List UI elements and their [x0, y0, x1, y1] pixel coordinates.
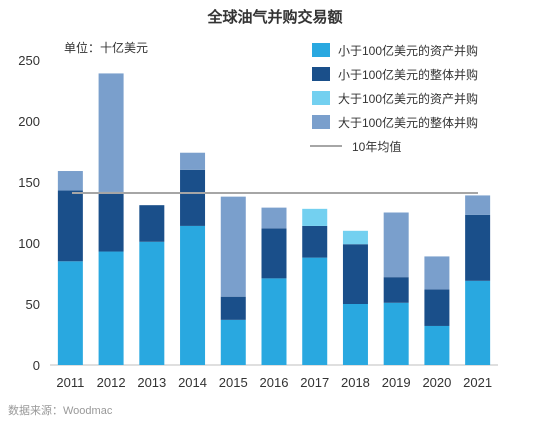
legend-swatch-series-2	[312, 67, 330, 81]
bar-segment-2016-series-4	[261, 207, 287, 229]
bar-segment-2018-series-2	[342, 244, 368, 304]
bar-segment-2015-series-1	[220, 319, 246, 365]
y-tick-label: 200	[18, 114, 40, 129]
bar-segment-2020-series-4	[424, 256, 450, 290]
x-tick-label: 2017	[300, 375, 329, 390]
legend-swatch-series-1	[312, 43, 330, 57]
x-tick-label: 2011	[56, 375, 84, 390]
x-tick-label: 2020	[422, 375, 451, 390]
bar-segment-2019-series-2	[383, 277, 409, 303]
legend-swatch-series-4	[312, 115, 330, 129]
legend: 小于100亿美元的资产并购小于100亿美元的整体并购大于100亿美元的资产并购大…	[310, 43, 478, 154]
x-tick-label: 2014	[178, 375, 207, 390]
bar-segment-2018-series-3	[342, 230, 368, 245]
y-tick-label: 150	[18, 175, 40, 190]
bar-segment-2013-series-2	[139, 205, 165, 242]
legend-swatch-series-3	[312, 91, 330, 105]
bar-segment-2015-series-2	[220, 296, 246, 320]
bar-segment-2016-series-2	[261, 228, 287, 279]
x-tick-label: 2013	[137, 375, 166, 390]
y-tick-label: 100	[18, 236, 40, 251]
legend-label-series-2: 小于100亿美元的整体并购	[338, 67, 478, 82]
bar-segment-2017-series-3	[302, 208, 328, 226]
bar-segment-2013-series-1	[139, 241, 165, 365]
bar-segment-2015-series-4	[220, 196, 246, 297]
bars	[57, 73, 491, 365]
legend-label-series-1: 小于100亿美元的资产并购	[338, 43, 478, 58]
x-tick-label: 2016	[260, 375, 289, 390]
chart-title: 全球油气并购交易额	[206, 8, 342, 26]
x-tick-label: 2018	[341, 375, 370, 390]
bar-segment-2017-series-1	[302, 257, 328, 365]
unit-label: 单位：十亿美元	[64, 40, 148, 55]
bar-segment-2012-series-2	[98, 191, 124, 252]
bar-segment-2019-series-4	[383, 212, 409, 278]
bar-segment-2011-series-1	[57, 261, 83, 365]
bar-segment-2021-series-1	[465, 280, 491, 365]
y-tick-label: 0	[33, 358, 40, 373]
bar-segment-2014-series-2	[180, 169, 206, 226]
y-tick-label: 50	[26, 297, 40, 312]
bar-segment-2011-series-2	[57, 190, 83, 262]
bar-segment-2020-series-1	[424, 325, 450, 365]
y-tick-label: 250	[18, 53, 40, 68]
x-tick-label: 2021	[463, 375, 492, 390]
bar-segment-2020-series-2	[424, 289, 450, 326]
x-tick-label: 2019	[382, 375, 411, 390]
legend-label-series-3: 大于100亿美元的资产并购	[338, 91, 478, 106]
legend-label-series-4: 大于100亿美元的整体并购	[338, 115, 478, 130]
bar-segment-2018-series-1	[342, 304, 368, 365]
source-note: 数据来源：Woodmac	[8, 403, 113, 417]
bar-segment-2012-series-1	[98, 251, 124, 365]
bar-segment-2012-series-4	[98, 73, 124, 192]
bar-segment-2014-series-4	[180, 152, 206, 170]
bar-segment-2021-series-4	[465, 195, 491, 215]
x-tick-label: 2015	[219, 375, 248, 390]
bar-segment-2016-series-1	[261, 278, 287, 365]
bar-segment-2019-series-1	[383, 302, 409, 365]
bar-segment-2021-series-2	[465, 214, 491, 281]
bar-segment-2014-series-1	[180, 225, 206, 365]
legend-label-average: 10年均值	[352, 139, 401, 154]
x-axis: 2011 2012 2013 2014 2015 2016 2017 2018 2019 2020…	[56, 375, 492, 390]
bar-segment-2011-series-4	[57, 171, 83, 191]
bar-segment-2017-series-2	[302, 225, 328, 258]
x-tick-label: 2012	[97, 375, 126, 390]
